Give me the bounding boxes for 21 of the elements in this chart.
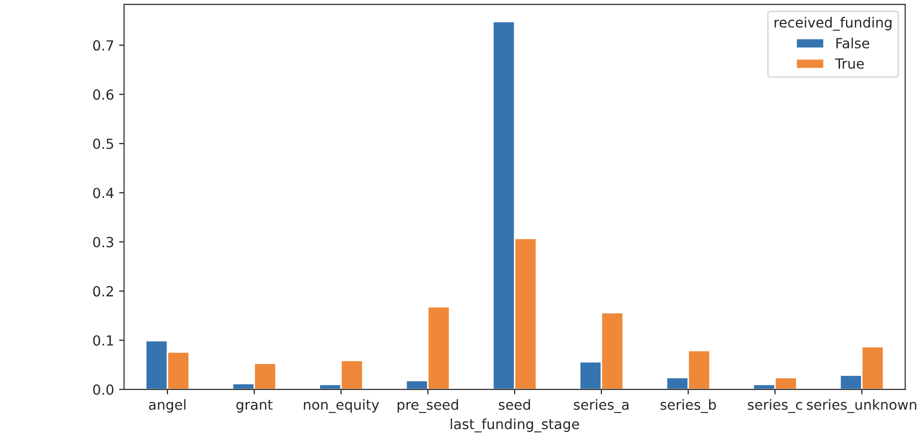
- y-tick-label: 0.6: [93, 89, 114, 100]
- y-tick-label: 0.5: [93, 138, 114, 150]
- y-tick-label: 0.7: [93, 40, 114, 51]
- x-tick-label: angel: [149, 399, 186, 413]
- y-tick-label: 0.0: [93, 384, 114, 395]
- x-tick-label: non_equity: [304, 399, 380, 413]
- y-tick-label: 0.2: [93, 286, 113, 297]
- x-tick-label: series_unknown: [806, 399, 916, 413]
- legend-label: True: [835, 58, 864, 69]
- legend-title: received_funding: [774, 16, 892, 31]
- x-tick-label: pre_seed: [398, 399, 458, 413]
- x-tick-label: series_b: [660, 399, 716, 413]
- y-tick-label: 0.4: [93, 188, 114, 198]
- y-tick-label: 0.3: [93, 236, 114, 248]
- x-tick-label: seed: [498, 399, 530, 410]
- legend-label: False: [836, 38, 870, 48]
- x-tick-label: series_c: [748, 399, 802, 413]
- y-tick-label: 0.1: [93, 335, 114, 346]
- x-tick-label: grant: [236, 400, 273, 413]
- x-tick-label: series_a: [574, 399, 628, 413]
- x-axis-title: last_funding_stage: [450, 418, 580, 432]
